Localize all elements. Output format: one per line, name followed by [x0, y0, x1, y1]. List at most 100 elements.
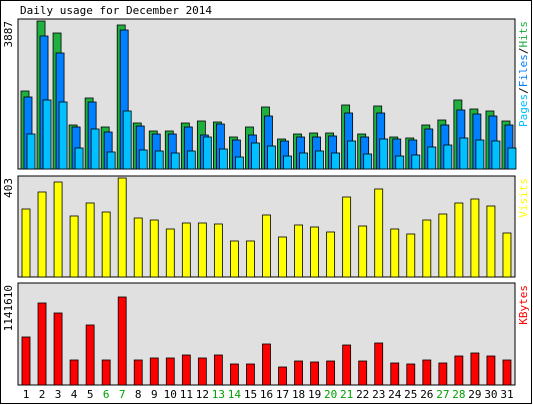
bar-visits-day-15: [246, 240, 255, 278]
bar-pages-day-12: [202, 136, 212, 170]
bar-kbytes-day-20: [326, 360, 336, 386]
bar-pages-day-18: [299, 152, 308, 170]
x-tick-label: 30: [484, 388, 497, 401]
bar-pages-day-6: [106, 151, 116, 170]
bar-pages-day-28: [459, 137, 469, 170]
bar-pages-day-25: [411, 154, 421, 170]
bar-kbytes-day-9: [149, 357, 159, 386]
bar-pages-day-10: [170, 152, 180, 170]
x-tick-label: 17: [276, 388, 289, 401]
bar-kbytes-day-19: [310, 361, 319, 386]
bar-kbytes-day-17: [278, 366, 287, 386]
bar-kbytes-day-8: [133, 359, 143, 386]
bar-visits-day-23: [374, 188, 384, 278]
bar-pages-day-27: [443, 144, 453, 170]
bar-visits-day-16: [262, 214, 271, 278]
bar-kbytes-day-24: [390, 362, 400, 386]
x-tick-label: 31: [500, 388, 513, 401]
x-tick-label: 7: [119, 388, 126, 401]
bar-visits-day-25: [406, 233, 416, 278]
right-legend-label: Visits: [517, 178, 530, 218]
x-tick-label: 21: [340, 388, 353, 401]
bar-kbytes-day-31: [502, 359, 512, 386]
bar-visits-day-19: [310, 226, 319, 278]
legend-part: KBytes: [517, 285, 530, 325]
x-tick-label: 4: [71, 388, 78, 401]
x-tick-label: 15: [244, 388, 257, 401]
bar-kbytes-day-30: [486, 355, 496, 386]
bar-pages-day-23: [379, 138, 389, 170]
bar-visits-day-8: [133, 217, 143, 278]
x-tick-label: 12: [196, 388, 209, 401]
bar-visits-day-17: [278, 236, 287, 278]
bar-visits-day-13: [213, 223, 223, 278]
bar-pages-day-29: [475, 139, 485, 170]
bar-pages-day-24: [395, 155, 405, 170]
bar-kbytes-day-29: [470, 352, 480, 386]
x-tick-label: 27: [436, 388, 449, 401]
x-tick-label: 8: [135, 388, 142, 401]
bar-pages-day-26: [427, 146, 437, 170]
x-tick-label: 18: [292, 388, 305, 401]
bar-visits-day-21: [342, 196, 352, 278]
bar-visits-day-2: [37, 191, 47, 278]
bar-kbytes-day-14: [230, 363, 239, 386]
right-legend-label: Pages/Files/Hits: [517, 21, 530, 127]
right-legend-label: KBytes: [517, 285, 530, 325]
x-tick-label: 29: [468, 388, 481, 401]
bar-pages-day-4: [74, 147, 84, 170]
bar-kbytes-day-21: [342, 344, 352, 386]
bar-visits-day-27: [438, 213, 448, 278]
bar-visits-day-4: [69, 215, 79, 278]
x-tick-label: 6: [103, 388, 110, 401]
legend-part: Files: [517, 54, 530, 87]
panel-3: 1141610 KBytes: [2, 282, 530, 386]
bar-visits-day-10: [165, 228, 175, 278]
bar-pages-day-19: [315, 150, 324, 170]
legend-part: /: [517, 87, 530, 94]
bar-kbytes-day-22: [358, 360, 368, 386]
bar-kbytes-day-18: [294, 360, 303, 386]
legend-part: Hits: [517, 21, 530, 48]
bar-kbytes-day-27: [438, 362, 448, 386]
x-tick-label: 10: [164, 388, 177, 401]
bar-visits-day-3: [53, 181, 63, 278]
chart-title: Daily usage for December 2014: [20, 4, 212, 17]
bar-kbytes-day-6: [101, 359, 111, 386]
bar-pages-day-17: [283, 155, 292, 170]
x-tick-label: 11: [180, 388, 193, 401]
bar-kbytes-day-23: [374, 342, 384, 386]
bar-visits-day-7: [117, 177, 127, 278]
bar-kbytes-day-25: [406, 363, 416, 386]
bar-visits-day-29: [470, 198, 480, 278]
bar-visits-day-14: [230, 240, 239, 278]
bar-pages-day-11: [186, 150, 196, 170]
bar-pages-day-22: [363, 153, 373, 170]
bar-kbytes-day-1: [21, 336, 31, 386]
bar-visits-day-11: [181, 222, 191, 278]
bar-kbytes-day-12: [197, 357, 207, 386]
bar-pages-day-31: [507, 147, 517, 170]
x-tick-label: 23: [372, 388, 385, 401]
x-tick-label: 14: [228, 388, 242, 401]
bar-kbytes-day-11: [181, 354, 191, 386]
bar-visits-day-28: [454, 202, 464, 278]
bar-visits-day-5: [85, 202, 95, 278]
bar-kbytes-day-4: [69, 359, 79, 386]
bar-kbytes-day-15: [246, 363, 255, 386]
bar-kbytes-day-26: [422, 359, 432, 386]
legend-part: /: [517, 48, 530, 55]
bar-kbytes-day-7: [117, 296, 127, 386]
bar-kbytes-day-13: [213, 354, 223, 386]
bar-visits-day-9: [149, 219, 159, 278]
bar-pages-day-5: [90, 128, 100, 170]
bar-visits-day-1: [21, 208, 31, 278]
x-tick-label: 1: [23, 388, 30, 401]
x-tick-label: 25: [404, 388, 417, 401]
bar-visits-day-22: [358, 225, 368, 278]
bar-pages-day-15: [251, 142, 260, 170]
bar-pages-day-14: [235, 156, 244, 170]
